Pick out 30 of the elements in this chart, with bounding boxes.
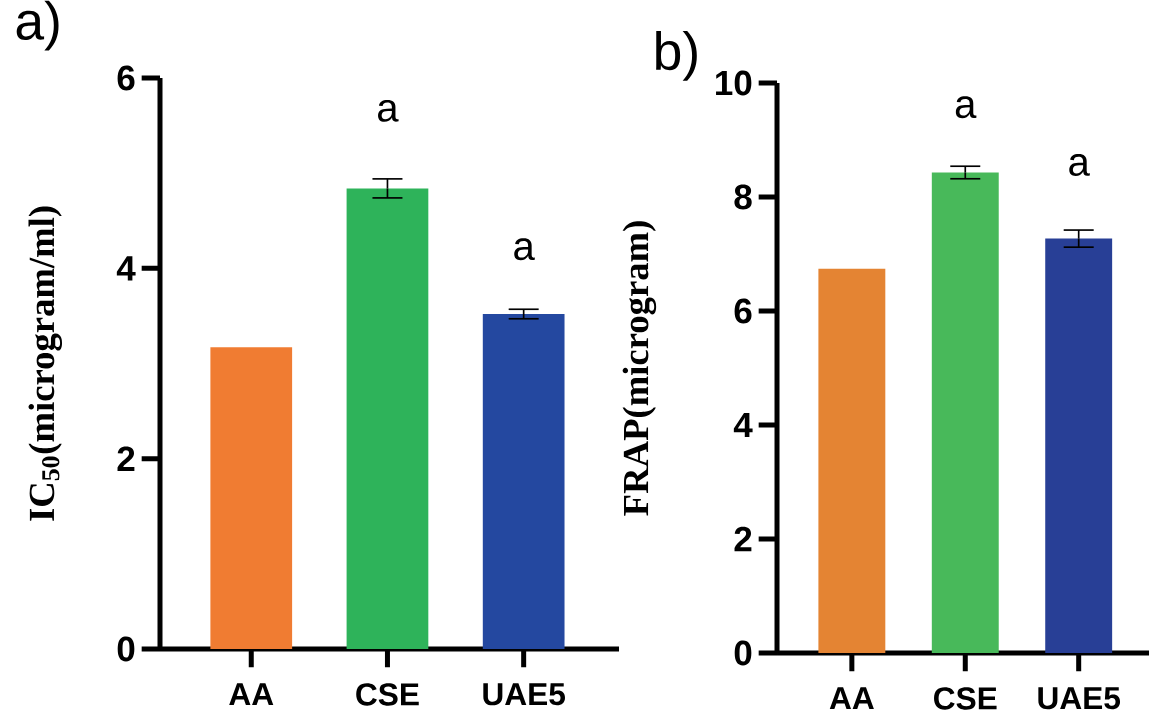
annotation: a <box>955 96 977 119</box>
annotation: a <box>1069 154 1090 177</box>
y-tick-label: 0 <box>117 636 135 662</box>
bar <box>818 268 886 653</box>
x-tick-label: UAE5 <box>483 683 565 706</box>
x-tick-label: CSE <box>356 683 419 706</box>
y-tick-label: 4 <box>733 412 753 438</box>
bar <box>346 188 429 649</box>
y-tick-label: 6 <box>734 298 752 324</box>
y-tick-label: 4 <box>116 256 136 281</box>
y-tick-label: 6 <box>117 65 135 91</box>
y-tick-label: 8 <box>734 184 752 210</box>
bar <box>1045 238 1113 653</box>
x-tick-label: UAE5 <box>1038 687 1121 710</box>
y-axis-title: FRAP(microgram) <box>622 221 657 516</box>
y-axis-title: IC$_{50}$(microgram/ml) <box>28 206 63 521</box>
x-tick-label: AA <box>829 687 874 710</box>
bar <box>210 347 293 649</box>
y-tick-label: 10 <box>716 70 752 96</box>
chart-title: a) <box>16 0 59 51</box>
y-tick-label: 2 <box>734 526 752 552</box>
x-tick-label: AA <box>229 683 274 706</box>
y-tick-label: 0 <box>734 640 752 666</box>
y-tick-label: 2 <box>117 446 135 471</box>
annotation: a <box>514 238 535 261</box>
chart-title: b) <box>656 31 697 81</box>
annotation: a <box>378 99 399 122</box>
bar <box>931 172 999 653</box>
bar <box>482 314 565 649</box>
x-tick-label: CSE <box>934 687 997 710</box>
